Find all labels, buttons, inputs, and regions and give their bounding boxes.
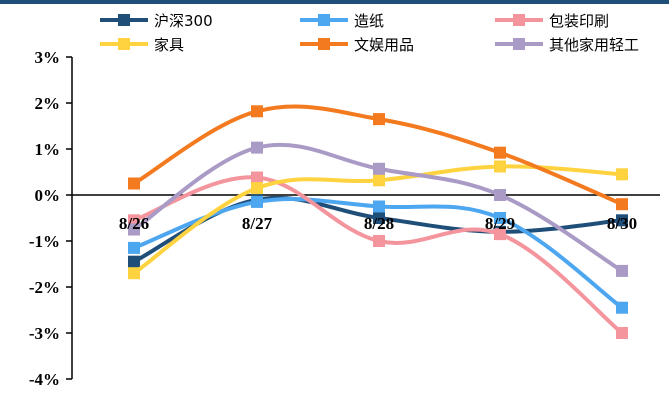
- data-point: [373, 200, 385, 213]
- x-tick-label: 8/27: [242, 214, 273, 233]
- top-accent-bar: [0, 0, 669, 4]
- x-tick-label: 8/28: [364, 214, 394, 233]
- data-point: [128, 177, 140, 190]
- data-point: [373, 235, 385, 247]
- data-point: [616, 198, 628, 211]
- data-point: [494, 228, 506, 241]
- legend-swatch-marker: [118, 14, 130, 26]
- y-tick-label: -2%: [29, 278, 60, 297]
- legend-swatch-marker: [513, 38, 525, 50]
- y-tick-label: 1%: [35, 140, 61, 159]
- data-point: [494, 189, 506, 201]
- legend-entry: 包装印刷: [549, 12, 609, 30]
- data-point: [128, 255, 140, 268]
- data-point: [494, 160, 506, 173]
- data-point: [616, 168, 628, 181]
- y-tick-label: -4%: [29, 370, 60, 389]
- data-point: [128, 267, 140, 280]
- legend-entry: 造纸: [354, 12, 384, 30]
- legend-swatch-marker: [318, 14, 330, 26]
- data-point: [616, 264, 628, 277]
- data-point: [128, 214, 140, 227]
- x-tick-label: 8/29: [485, 214, 515, 233]
- data-point: [494, 146, 506, 159]
- data-point: [616, 301, 628, 314]
- legend-swatch-marker: [118, 38, 130, 50]
- data-point: [251, 105, 263, 118]
- data-point: [128, 241, 140, 254]
- y-tick-label: 0%: [35, 186, 61, 205]
- data-point: [373, 162, 385, 175]
- data-point: [373, 174, 385, 187]
- data-point: [251, 141, 263, 154]
- data-point: [494, 212, 506, 224]
- data-point: [616, 214, 628, 227]
- y-tick-label: 3%: [35, 48, 61, 67]
- y-tick-label: 2%: [35, 94, 61, 113]
- legend-swatch-marker: [318, 38, 330, 50]
- y-tick-label: -3%: [29, 324, 60, 343]
- data-point: [251, 195, 263, 208]
- legend-entry: 文娱用品: [354, 36, 414, 54]
- data-point: [373, 113, 385, 126]
- data-point: [373, 212, 385, 224]
- legend-swatch-marker: [513, 14, 525, 26]
- x-tick-label: 8/30: [607, 214, 637, 233]
- y-tick-label: -1%: [29, 232, 60, 251]
- data-point: [251, 171, 263, 184]
- legend-entry: 沪深300: [154, 12, 213, 30]
- x-tick-label: 8/26: [119, 214, 149, 233]
- data-point: [616, 327, 628, 339]
- data-point: [128, 223, 140, 236]
- data-point: [251, 182, 263, 195]
- legend-entry: 家具: [154, 36, 184, 54]
- legend-entry: 其他家用轻工: [549, 36, 639, 54]
